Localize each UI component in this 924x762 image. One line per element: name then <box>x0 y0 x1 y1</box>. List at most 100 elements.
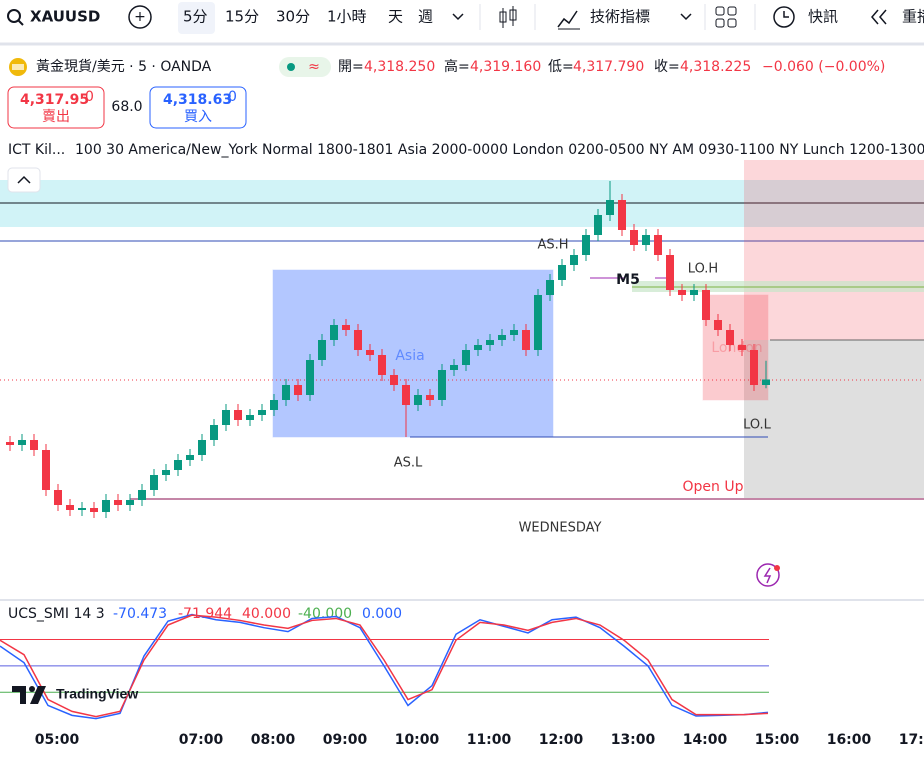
candle-body <box>510 330 518 335</box>
annotations: Asia AS.H AS.L M5 LO.H LO.L Open Up Lond… <box>394 238 780 587</box>
candle-body <box>450 365 458 370</box>
candle-body <box>138 490 146 500</box>
candle-body <box>702 290 710 320</box>
candle-body <box>90 508 98 512</box>
candle-body <box>246 415 254 420</box>
candle-body <box>114 500 122 505</box>
level-value: 40.000 <box>242 606 291 622</box>
candle-body <box>390 375 398 385</box>
time-label: 08:00 <box>251 732 296 748</box>
candle-body <box>78 508 86 510</box>
time-label: 11:00 <box>467 732 512 748</box>
candle-body <box>54 490 62 505</box>
candle-body <box>570 255 578 265</box>
candle-body <box>474 345 482 350</box>
candle-body <box>582 235 590 255</box>
indicators-button[interactable]: 技術指標 <box>590 8 650 26</box>
candle-body <box>330 325 338 340</box>
indicator-name[interactable]: ICT Kil... <box>8 142 65 158</box>
time-axis: 05:00 07:00 08:00 09:00 10:00 11:00 12:00 13:00… <box>35 732 924 748</box>
candle-body <box>354 330 362 350</box>
level-label: LO.L <box>743 418 772 433</box>
interval[interactable]: 15分 <box>225 8 259 26</box>
sell-button[interactable] <box>7 86 105 129</box>
svg-text:+: + <box>134 9 146 25</box>
candle-body <box>666 255 674 290</box>
candle-body <box>462 350 470 365</box>
candle-body <box>162 470 170 475</box>
candle-body <box>618 200 626 230</box>
candle-body <box>522 330 530 350</box>
time-label: 07:00 <box>179 732 224 748</box>
candle-body <box>558 265 566 280</box>
ohlc-value: 4,317.790 <box>573 59 644 75</box>
buy-button[interactable] <box>149 86 247 129</box>
candle-body <box>270 400 278 410</box>
ohlc-value: 4,319.160 <box>470 59 541 75</box>
logo-text: TradingView <box>56 686 138 702</box>
candle-body <box>654 235 662 255</box>
candle-body <box>486 340 494 345</box>
oscillator: UCS_SMI 14 3 -70.473 -71.944 40.000 -40.… <box>0 606 769 720</box>
ohlc-label: 開= <box>338 59 364 75</box>
candle-body <box>498 335 506 340</box>
interval[interactable]: 1小時 <box>327 8 367 26</box>
symbol[interactable]: XAUUSD <box>30 8 100 26</box>
time-label: 17:00 <box>899 732 924 748</box>
buy-price-small: 0 <box>228 89 237 105</box>
oscillator-value: -71.944 <box>178 606 232 622</box>
buy-price: 4,318.63 <box>163 92 232 108</box>
oscillator-value: -70.473 <box>113 606 167 622</box>
candle-body <box>174 460 182 470</box>
ohlc-label: 收= <box>654 59 680 75</box>
session-label: Asia <box>395 348 424 364</box>
candle-body <box>438 370 446 400</box>
time-label: 16:00 <box>827 732 872 748</box>
candle-body <box>678 290 686 295</box>
replay-button[interactable]: 重播 <box>902 8 924 26</box>
candle-body <box>30 440 38 450</box>
level-label: AS.L <box>394 456 423 471</box>
candle-body <box>402 385 410 405</box>
candle-body <box>606 200 614 215</box>
candle-body <box>366 350 374 355</box>
day-label: WEDNESDAY <box>519 521 602 536</box>
candle-body <box>594 215 602 235</box>
toolbar: XAUUSD + 5分 15分 30分 1小時 天 週 技術指標 快訊 重播 <box>0 2 924 46</box>
time-label: 09:00 <box>323 732 368 748</box>
alerts-button[interactable]: 快訊 <box>808 8 838 26</box>
svg-text:≈: ≈ <box>308 59 320 75</box>
candle-body <box>546 280 554 295</box>
candle-body <box>342 325 350 330</box>
candle-body <box>6 442 14 445</box>
interval[interactable]: 週 <box>418 8 433 26</box>
interval[interactable]: 30分 <box>276 8 310 26</box>
candle-body <box>726 330 734 345</box>
candle-body <box>738 345 746 350</box>
candle-body <box>210 425 218 440</box>
level-value: 0.000 <box>362 606 402 622</box>
candle-body <box>642 235 650 245</box>
candle-body <box>66 505 74 510</box>
candle-body <box>630 230 638 245</box>
oscillator-title: UCS_SMI 14 3 <box>8 606 105 622</box>
candle-body <box>234 410 242 420</box>
candle-body <box>378 355 386 375</box>
drawings <box>0 160 924 500</box>
interval[interactable]: 天 <box>388 8 403 26</box>
legend-header: 黃金現貨/美元 · 5 · OANDA ≈ 開= 4,318.250 高= 4,… <box>7 57 924 158</box>
candle-body <box>126 500 134 505</box>
interval[interactable]: 5分 <box>183 8 208 26</box>
candle-body <box>258 410 266 415</box>
candle-body <box>294 385 302 395</box>
logo: TradingView <box>12 686 138 704</box>
indicator-params: 100 30 America/New_York Normal 1800-1801… <box>75 142 924 158</box>
candle-body <box>18 440 26 445</box>
time-label: 14:00 <box>683 732 728 748</box>
sell-price: 4,317.95 <box>20 92 89 108</box>
candle-body <box>414 395 422 405</box>
candle-body <box>714 320 722 330</box>
ohlc-value: 4,318.225 <box>680 59 751 75</box>
candle-body <box>42 450 50 490</box>
candles <box>6 181 770 518</box>
